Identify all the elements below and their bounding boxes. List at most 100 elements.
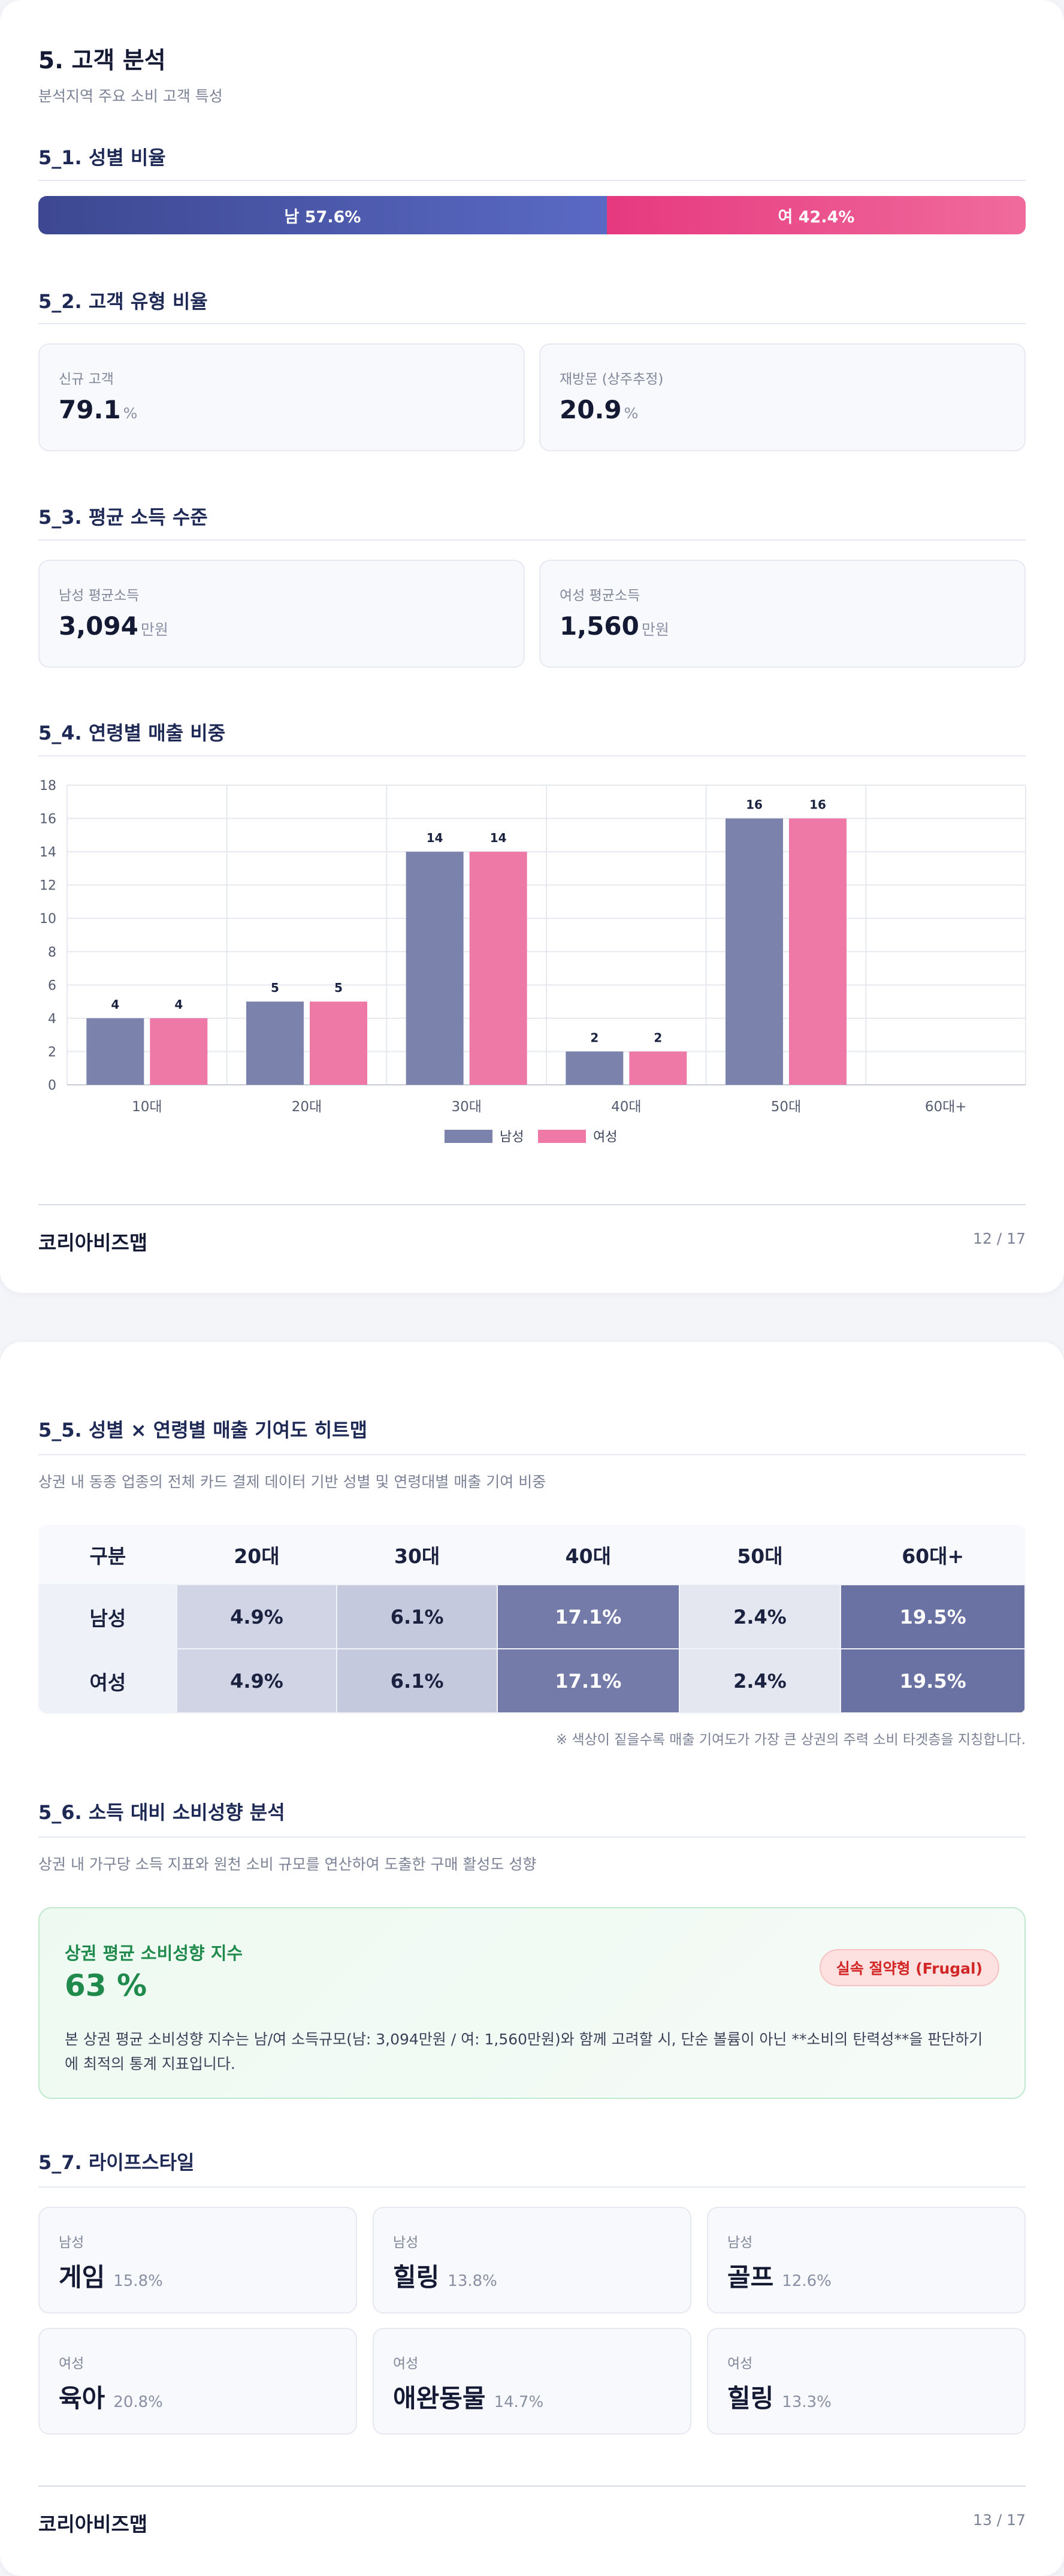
heatmap-cell: 17.1% <box>496 1584 680 1649</box>
gender-bar-male: 남 57.6% <box>38 196 607 234</box>
lifestyle-gender: 남성 <box>727 2235 753 2251</box>
bar-male <box>246 1002 304 1085</box>
stat-card-value: 1,560 만원 <box>560 611 669 641</box>
bar-data-label: 5 <box>271 981 279 995</box>
section-divider <box>38 323 1026 324</box>
lifestyle-percent: 15.8% <box>113 2272 163 2290</box>
bar-male <box>726 818 783 1085</box>
y-tick-label: 6 <box>48 978 56 993</box>
stat-card-male-income: 남성 평균소득 3,094 만원 <box>38 560 525 668</box>
lifestyle-card: 남성 게임 15.8% <box>38 2207 357 2313</box>
heatmap-note: ※ 색상이 짙을수록 매출 기여도가 가장 큰 상권의 주력 소비 타겟층을 지… <box>555 1732 1026 1748</box>
stat-card-unit: % <box>123 405 138 422</box>
lifestyle-value: 게임 15.8% <box>59 2257 163 2294</box>
page-subtitle: 분석지역 주요 소비 고객 특성 <box>38 88 223 105</box>
lifestyle-gender: 여성 <box>59 2356 84 2372</box>
spending-index-label: 상권 평균 소비성향 지수 <box>65 1943 243 1963</box>
stat-card-label: 남성 평균소득 <box>59 588 140 604</box>
y-tick-label: 10 <box>40 912 56 927</box>
footer-page-number: 12 / 17 <box>973 1230 1026 1247</box>
heatmap-header: 50대 <box>679 1525 841 1585</box>
stat-card-value: 20.9% <box>560 395 638 424</box>
stat-card-number: 20.9 <box>560 395 622 424</box>
heatmap-header-row: 구분 20대 30대 40대 50대 60대+ <box>39 1525 1025 1585</box>
y-tick-label: 18 <box>40 779 56 794</box>
stat-card-unit: 만원 <box>140 621 168 638</box>
heatmap-row-female: 여성 4.9% 6.1% 17.1% 2.4% 19.5% <box>38 1648 1026 1714</box>
y-tick-label: 14 <box>40 845 56 860</box>
x-tick-label: 10대 <box>132 1099 162 1115</box>
lifestyle-percent: 13.3% <box>782 2393 832 2411</box>
footer-divider <box>38 2485 1026 2487</box>
stat-card-unit: 만원 <box>641 621 669 638</box>
footer-page-number: 13 / 17 <box>973 2511 1026 2529</box>
heatmap-cell: 17.1% <box>496 1648 680 1714</box>
legend-label: 여성 <box>593 1130 617 1145</box>
heatmap-cell: 6.1% <box>336 1584 498 1649</box>
lifestyle-card: 남성 힐링 13.8% <box>373 2207 691 2313</box>
y-tick-label: 12 <box>40 879 56 894</box>
x-tick-label: 20대 <box>292 1099 322 1115</box>
bar-female <box>310 1002 367 1085</box>
gender-bar-female-label: 여 42.4% <box>778 207 855 227</box>
bar-data-label: 5 <box>334 981 343 995</box>
age-sales-bar-chart: 0 2 4 6 8 10 12 14 16 18 10대 4 4 20대 5 5 30대 14 14 40대 2 2 50대… <box>40 779 1026 1145</box>
page-title: 5. 고객 분석 <box>38 47 166 74</box>
heatmap-header: 구분 <box>39 1525 177 1585</box>
section-title-income: 5_3. 평균 소득 수준 <box>38 506 208 529</box>
lifestyle-percent: 13.8% <box>448 2272 497 2290</box>
section-divider <box>38 2186 1026 2188</box>
lifestyle-value: 애완동물 14.7% <box>393 2378 543 2415</box>
stat-card-number: 1,560 <box>560 611 639 641</box>
lifestyle-value: 힐링 13.3% <box>727 2378 832 2415</box>
bar-male <box>86 1018 144 1085</box>
x-tick-label: 30대 <box>451 1099 481 1115</box>
lifestyle-value: 힐링 13.8% <box>393 2257 497 2294</box>
lifestyle-gender: 여성 <box>727 2356 753 2372</box>
lifestyle-gender: 남성 <box>393 2235 419 2251</box>
lifestyle-name: 육아 <box>59 2384 105 2413</box>
footer-brand: 코리아비즈맵 <box>38 1231 148 1254</box>
legend-label: 남성 <box>500 1130 524 1145</box>
lifestyle-percent: 20.8% <box>113 2393 163 2411</box>
lifestyle-card: 여성 애완동물 14.7% <box>373 2328 691 2435</box>
heatmap-row-label: 남성 <box>38 1584 177 1649</box>
spending-index-value: 63 % <box>65 1968 147 2003</box>
stat-card-female-income: 여성 평균소득 1,560 만원 <box>539 560 1026 668</box>
bar-female <box>150 1018 208 1085</box>
bar-data-label: 16 <box>746 798 763 812</box>
stat-card-returning-customer: 재방문 (상주추정) 20.9% <box>539 343 1026 451</box>
y-tick-label: 4 <box>48 1012 56 1027</box>
bar-female <box>629 1051 687 1085</box>
section-title-spending: 5_6. 소득 대비 소비성향 분석 <box>38 1801 285 1824</box>
lifestyle-percent: 14.7% <box>494 2393 544 2411</box>
heatmap-cell: 6.1% <box>336 1648 498 1714</box>
section-title-age-sales: 5_4. 연령별 매출 비중 <box>38 722 226 744</box>
heatmap-description: 상권 내 동종 업종의 전체 카드 결제 데이터 기반 성별 및 연령대별 매출… <box>38 1473 546 1491</box>
section-divider <box>38 1454 1026 1455</box>
section-title-lifestyle: 5_7. 라이프스타일 <box>38 2151 195 2174</box>
heatmap-header: 60대+ <box>841 1525 1025 1585</box>
bar-male <box>566 1051 624 1085</box>
gender-bar-male-label: 남 57.6% <box>284 207 361 227</box>
y-tick-label: 2 <box>48 1045 56 1060</box>
y-tick-label: 16 <box>40 812 56 827</box>
bar-data-label: 14 <box>427 831 443 845</box>
bar-data-label: 2 <box>654 1030 662 1045</box>
bar-data-label: 4 <box>111 997 119 1012</box>
x-tick-label: 50대 <box>771 1099 801 1115</box>
stat-card-value: 3,094 만원 <box>59 611 168 641</box>
heatmap-cell: 19.5% <box>840 1648 1026 1714</box>
section-title-customer-type: 5_2. 고객 유형 비율 <box>38 290 208 313</box>
lifestyle-name: 게임 <box>59 2263 105 2292</box>
lifestyle-card: 여성 힐링 13.3% <box>707 2328 1026 2435</box>
heatmap-row-label: 여성 <box>38 1648 177 1714</box>
x-tick-label: 60대+ <box>925 1099 967 1115</box>
bar-male <box>406 852 464 1085</box>
spending-description: 상권 내 가구당 소득 지표와 원천 소비 규모를 연산하여 도출한 구매 활성… <box>38 1856 537 1873</box>
bar-data-label: 14 <box>490 831 507 845</box>
y-tick-label: 8 <box>48 945 56 960</box>
lifestyle-name: 골프 <box>727 2263 774 2292</box>
lifestyle-gender: 여성 <box>393 2356 419 2372</box>
gender-age-heatmap: 구분 20대 30대 40대 50대 60대+ 남성 4.9% 6.1% 17.… <box>38 1525 1026 1714</box>
